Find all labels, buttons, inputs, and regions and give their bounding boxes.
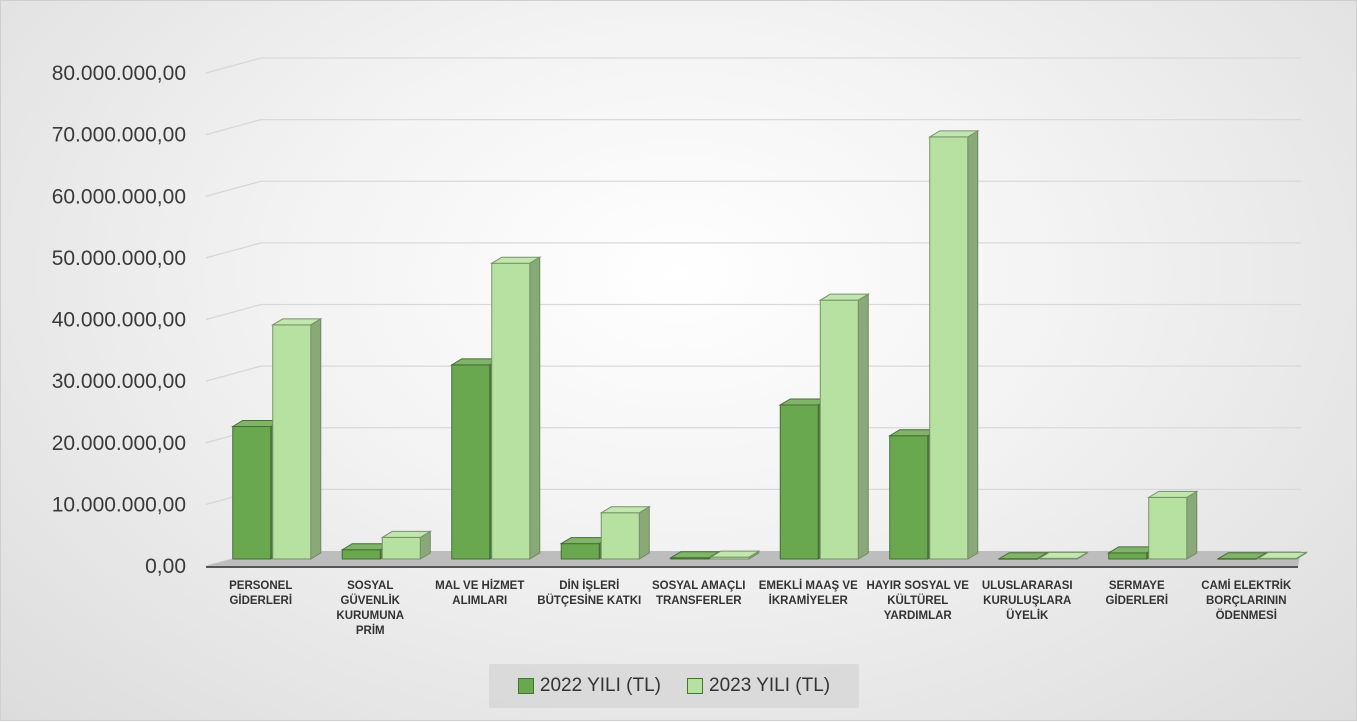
x-tick-label: PERSONEL GİDERLERİ (229, 580, 292, 607)
bar-2023-4 (708, 550, 761, 560)
y-tick-label: 10.000.000,00 (52, 493, 186, 516)
legend-item-2022: 2022 YILI (TL) (517, 675, 661, 697)
bar-2022-9 (1216, 551, 1269, 560)
y-tick-label: 20.000.000,00 (52, 432, 186, 455)
x-tick-label: SOSYAL GÜVENLİK KURUMUNA PRİM (336, 580, 404, 637)
bar-2023-2 (489, 256, 542, 560)
x-tick-label: SOSYAL AMAÇLI TRANSFERLER (652, 580, 746, 607)
legend-label-2023: 2023 YILI (TL) (709, 675, 831, 696)
bar-2022-7 (997, 551, 1050, 560)
grid-line-depth-5 (205, 242, 262, 259)
bar-2023-7 (1037, 551, 1090, 560)
y-tick-label: 40.000.000,00 (52, 309, 186, 332)
x-tick-label: CAMİ ELEKTRİK BORÇLARININ ÖDENMESİ (1201, 579, 1292, 622)
bar-2023-6 (927, 129, 980, 560)
grid-line-depth-8 (205, 57, 262, 74)
y-tick-label: 70.000.000,00 (52, 124, 186, 147)
grid-line-depth-4 (205, 303, 262, 321)
y-tick-label: 30.000.000,00 (52, 370, 186, 393)
y-tick-label: 0,00 (145, 555, 186, 578)
bar-2023-9 (1256, 551, 1309, 560)
legend-label-2022: 2022 YILI (TL) (539, 675, 661, 696)
bar-2023-5 (818, 293, 871, 560)
legend-swatch-2022 (517, 678, 534, 694)
legend-swatch-2023 (687, 678, 703, 694)
bar-2023-0 (270, 317, 323, 560)
x-tick-label: ULUSLARARASI KURULUŞLARA ÜYELİK (982, 580, 1073, 622)
x-tick-label: DİN İŞLERİ BÜTÇESİNE KATKI (537, 579, 641, 607)
grid-line-depth-6 (205, 180, 262, 197)
legend: 2022 YILI (TL) 2023 YILI (TL) (489, 664, 859, 708)
y-tick-label: 80.000.000,00 (52, 62, 186, 85)
legend-item-2023: 2023 YILI (TL) (687, 675, 830, 697)
x-tick-label: SERMAYE GİDERLERİ (1105, 580, 1168, 607)
bar-2023-8 (1146, 490, 1199, 560)
grid-line-depth-3 (205, 365, 262, 382)
x-tick-label: MAL VE HİZMET ALIMLARI (435, 579, 524, 607)
y-tick-label: 60.000.000,00 (52, 185, 186, 208)
bar-2023-1 (380, 530, 433, 560)
x-tick-label: EMEKLİ MAAŞ VE İKRAMİYELER (759, 579, 858, 607)
y-tick-label: 50.000.000,00 (52, 247, 186, 270)
grid-line-depth-7 (205, 119, 262, 136)
bar-2023-3 (599, 505, 652, 560)
x-tick-label: HAYIR SOSYAL VE KÜLTÜREL YARDIMLAR (867, 580, 970, 622)
